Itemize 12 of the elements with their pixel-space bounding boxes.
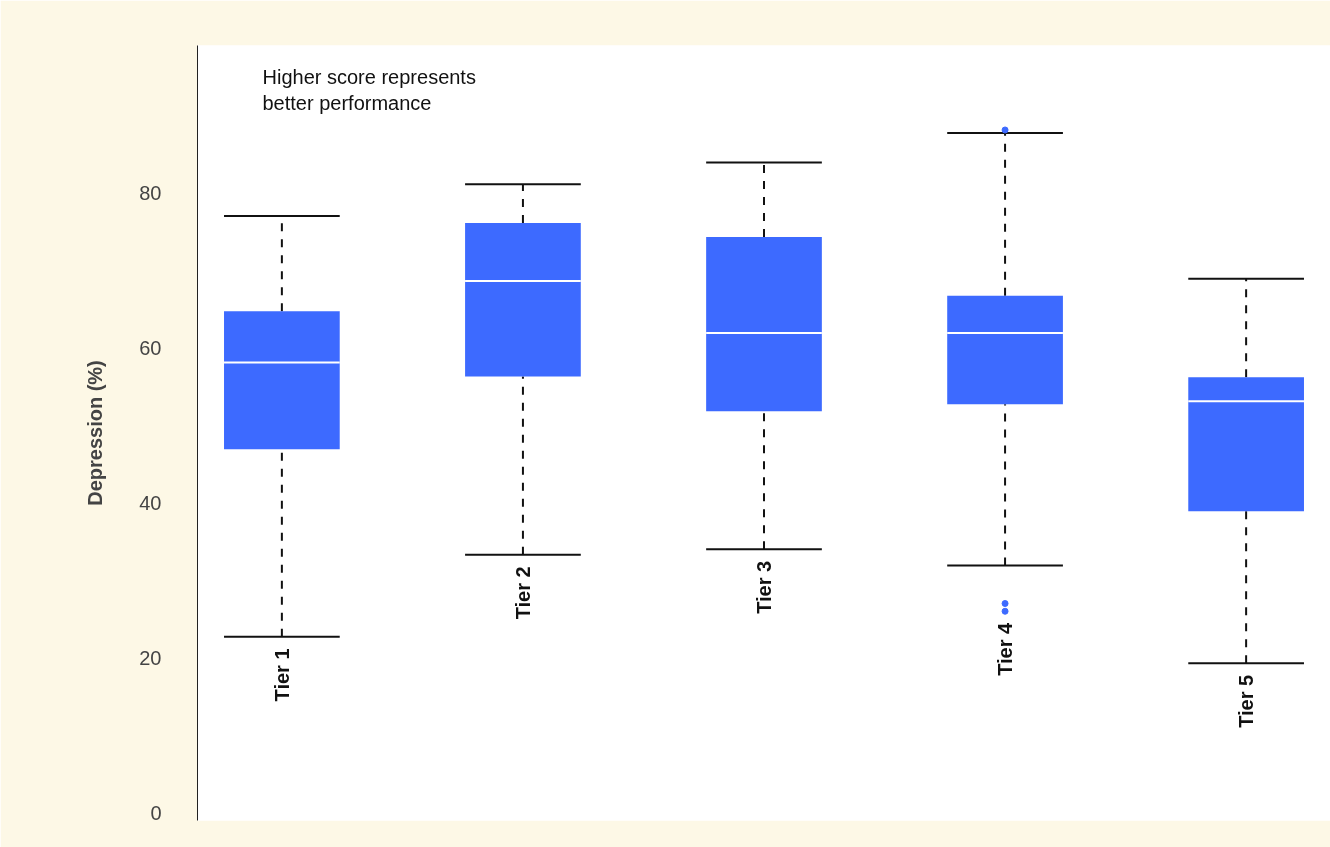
y-tick-label: 0	[150, 801, 162, 824]
x-tick-label: Tier 5	[1235, 674, 1258, 728]
x-tick-label: Tier 4	[994, 622, 1017, 676]
y-tick-label: 80	[139, 181, 162, 204]
y-tick-label: 20	[139, 646, 162, 669]
x-tick-label: Tier 1	[270, 648, 293, 702]
x-tick-label: Tier 2	[511, 566, 534, 620]
y-tick-label: 40	[139, 491, 162, 514]
y-axis-title: Depression (%)	[84, 360, 107, 506]
x-tick-label: Tier 3	[753, 560, 775, 614]
y-tick-label: 60	[139, 336, 162, 359]
annotation: Higher score represents better performance	[262, 65, 476, 114]
